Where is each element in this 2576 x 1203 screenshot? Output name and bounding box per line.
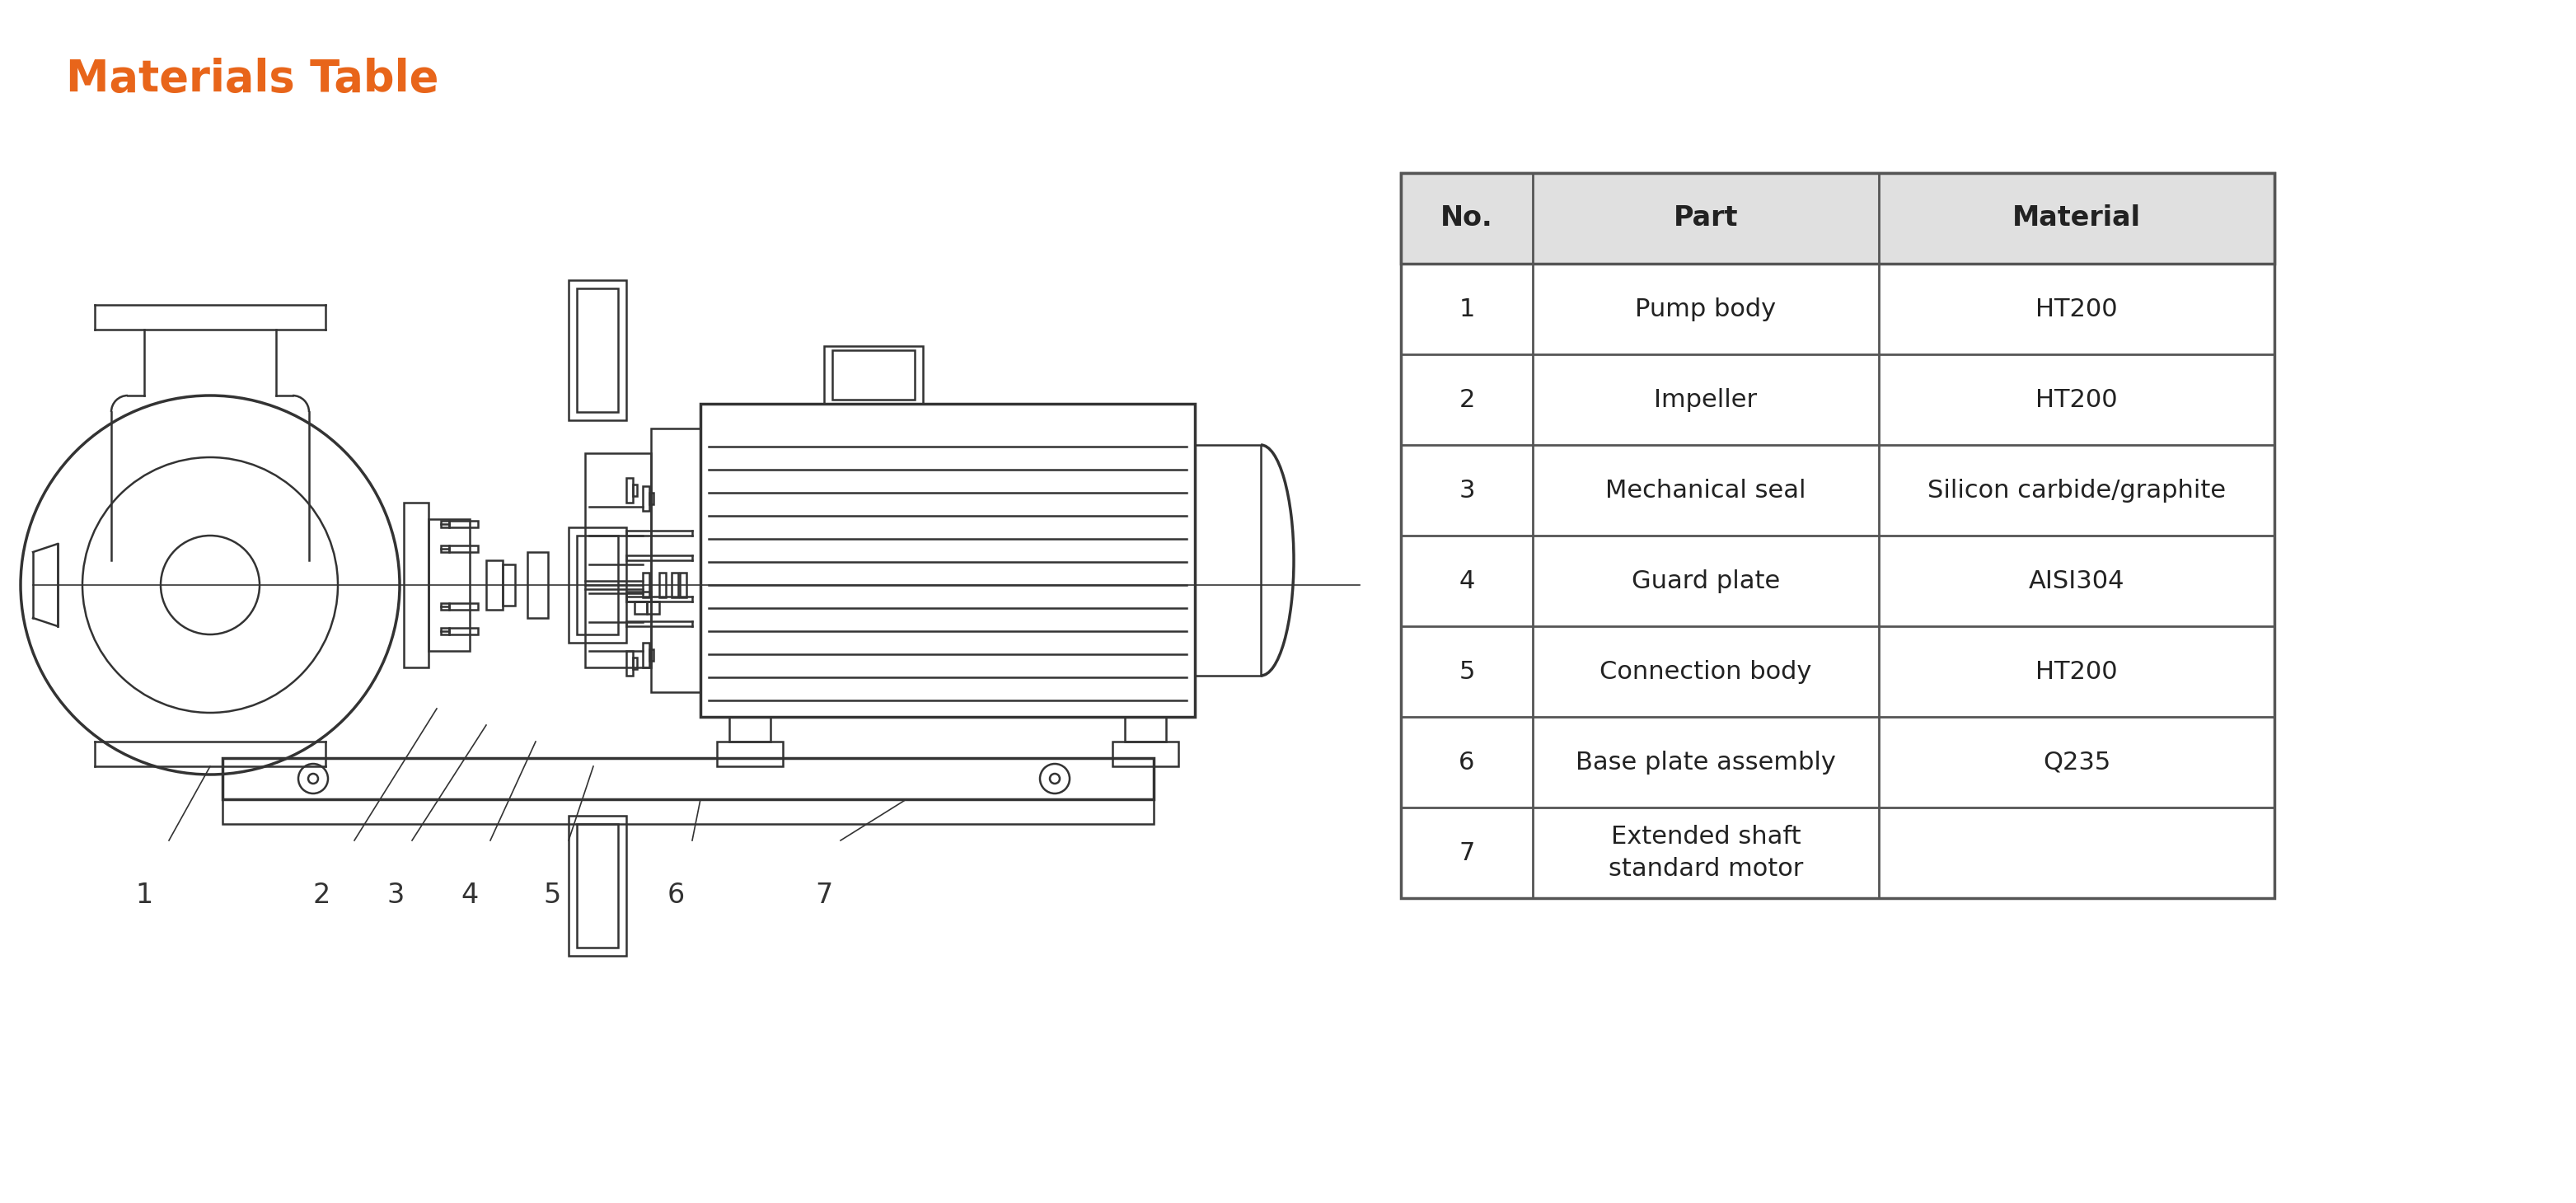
Text: Mechanical seal: Mechanical seal	[1605, 479, 1806, 502]
Bar	[528, 552, 549, 618]
Bar	[824, 346, 922, 404]
Bar	[626, 651, 634, 676]
Bar	[440, 628, 448, 634]
Text: Pump body: Pump body	[1636, 297, 1777, 321]
Bar	[647, 602, 659, 614]
Bar	[448, 545, 479, 552]
Bar	[440, 545, 448, 552]
Text: 6: 6	[667, 882, 685, 908]
Text: Material: Material	[2012, 205, 2141, 232]
Bar	[1126, 717, 1167, 741]
Bar	[672, 573, 677, 598]
Bar	[577, 289, 618, 411]
Bar	[1401, 173, 2275, 263]
Bar	[832, 350, 914, 399]
Text: Silicon carbide/graphite: Silicon carbide/graphite	[1927, 479, 2226, 502]
Bar	[222, 799, 1154, 824]
Bar	[626, 592, 652, 602]
Bar	[428, 520, 469, 651]
Bar	[644, 642, 649, 668]
Text: 5: 5	[1458, 659, 1476, 683]
Bar	[644, 573, 649, 598]
Bar	[448, 521, 479, 527]
Text: 1: 1	[137, 882, 152, 908]
Text: 3: 3	[386, 882, 404, 908]
Text: 2: 2	[312, 882, 330, 908]
Text: HT200: HT200	[2035, 387, 2117, 411]
Text: 7: 7	[1458, 841, 1476, 865]
Bar	[577, 824, 618, 948]
Text: Base plate assembly: Base plate assembly	[1577, 751, 1837, 774]
Text: 6: 6	[1458, 751, 1476, 774]
Text: Connection body: Connection body	[1600, 659, 1811, 683]
Bar	[649, 493, 654, 504]
Bar	[680, 573, 685, 598]
Text: Extended shaft
standard motor: Extended shaft standard motor	[1607, 825, 1803, 881]
Text: AISI304: AISI304	[2030, 569, 2125, 593]
Text: Impeller: Impeller	[1654, 387, 1757, 411]
Bar	[644, 486, 649, 511]
Bar	[649, 650, 654, 660]
Bar	[652, 428, 701, 692]
Bar	[1195, 445, 1260, 676]
Bar	[1113, 741, 1177, 766]
Bar	[1401, 173, 2275, 899]
Bar	[729, 717, 770, 741]
Bar	[448, 603, 479, 610]
Bar	[487, 561, 502, 610]
Text: 1: 1	[1458, 297, 1476, 321]
Bar	[659, 573, 665, 598]
Bar	[634, 658, 636, 669]
Bar	[569, 280, 626, 420]
Bar	[626, 478, 634, 503]
Text: HT200: HT200	[2035, 297, 2117, 321]
Bar	[569, 527, 626, 642]
Text: Materials Table: Materials Table	[67, 58, 438, 101]
Text: No.: No.	[1440, 205, 1494, 232]
Text: Guard plate: Guard plate	[1631, 569, 1780, 593]
Bar	[502, 564, 515, 605]
Bar	[404, 503, 428, 668]
Text: Part: Part	[1674, 205, 1739, 232]
Text: 7: 7	[814, 882, 832, 908]
Text: Q235: Q235	[2043, 751, 2110, 774]
Bar	[585, 454, 652, 668]
Bar	[701, 404, 1195, 717]
Text: HT200: HT200	[2035, 659, 2117, 683]
Bar	[634, 602, 647, 614]
Bar	[448, 628, 479, 634]
Text: 4: 4	[461, 882, 479, 908]
Bar	[716, 741, 783, 766]
Bar	[634, 485, 636, 496]
Bar	[440, 521, 448, 527]
Text: 4: 4	[1458, 569, 1476, 593]
Bar	[577, 535, 618, 634]
Bar	[222, 758, 1154, 799]
Bar	[569, 816, 626, 956]
Text: 2: 2	[1458, 387, 1476, 411]
Text: 5: 5	[544, 882, 562, 908]
Bar	[440, 603, 448, 610]
Text: 3: 3	[1458, 479, 1476, 502]
